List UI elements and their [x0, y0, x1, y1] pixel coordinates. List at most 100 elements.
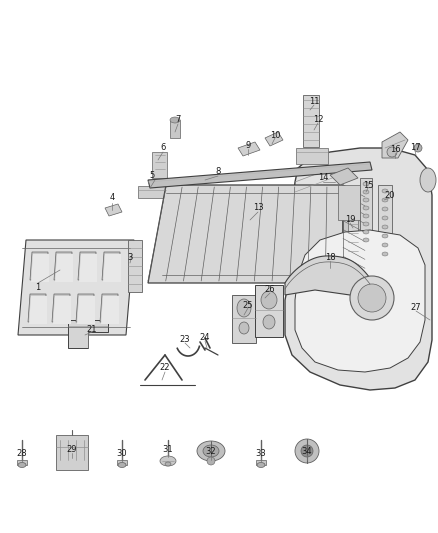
- Ellipse shape: [350, 276, 394, 320]
- Text: 6: 6: [160, 143, 166, 152]
- Ellipse shape: [382, 243, 388, 247]
- Ellipse shape: [363, 214, 369, 218]
- Text: 30: 30: [117, 449, 127, 458]
- Polygon shape: [101, 296, 119, 324]
- Ellipse shape: [363, 222, 369, 226]
- Text: 32: 32: [206, 448, 216, 456]
- Polygon shape: [30, 252, 48, 280]
- Ellipse shape: [257, 463, 265, 467]
- Ellipse shape: [160, 456, 176, 466]
- Text: 24: 24: [200, 334, 210, 343]
- Polygon shape: [29, 296, 47, 324]
- Ellipse shape: [382, 225, 388, 229]
- Polygon shape: [295, 230, 425, 372]
- Polygon shape: [55, 254, 73, 282]
- Ellipse shape: [301, 445, 313, 457]
- Bar: [338, 185, 360, 220]
- Polygon shape: [103, 254, 121, 282]
- Ellipse shape: [237, 299, 251, 317]
- Polygon shape: [265, 132, 283, 146]
- Ellipse shape: [239, 322, 249, 334]
- Bar: [348, 218, 358, 263]
- Ellipse shape: [197, 441, 225, 461]
- Polygon shape: [68, 320, 108, 348]
- Text: 15: 15: [363, 182, 373, 190]
- Text: 12: 12: [313, 116, 323, 125]
- Polygon shape: [18, 240, 134, 335]
- Text: 19: 19: [345, 215, 355, 224]
- Text: 13: 13: [253, 204, 263, 213]
- Ellipse shape: [18, 463, 26, 467]
- Polygon shape: [100, 294, 118, 322]
- Text: 29: 29: [67, 445, 77, 454]
- Polygon shape: [28, 294, 46, 322]
- Text: 4: 4: [110, 193, 115, 203]
- Text: 17: 17: [410, 143, 420, 152]
- Ellipse shape: [382, 216, 388, 220]
- Bar: [303, 95, 319, 147]
- Polygon shape: [79, 254, 97, 282]
- Ellipse shape: [358, 284, 386, 312]
- Bar: [17, 460, 27, 465]
- Polygon shape: [54, 252, 72, 280]
- Text: 7: 7: [175, 116, 181, 125]
- Polygon shape: [285, 148, 432, 390]
- Text: 22: 22: [160, 364, 170, 373]
- Bar: [232, 295, 256, 343]
- Polygon shape: [76, 294, 94, 322]
- Bar: [255, 285, 283, 337]
- Text: 26: 26: [265, 286, 276, 295]
- Ellipse shape: [207, 457, 215, 465]
- Text: 10: 10: [270, 131, 280, 140]
- Ellipse shape: [382, 207, 388, 211]
- Text: 31: 31: [162, 445, 173, 454]
- Polygon shape: [102, 252, 120, 280]
- Text: 14: 14: [318, 174, 328, 182]
- Ellipse shape: [382, 189, 388, 193]
- Text: 23: 23: [180, 335, 191, 344]
- Text: 16: 16: [390, 146, 400, 155]
- Text: 28: 28: [17, 449, 27, 458]
- Ellipse shape: [363, 206, 369, 210]
- Text: 20: 20: [385, 191, 395, 200]
- Bar: [378, 185, 392, 267]
- Text: 8: 8: [215, 167, 221, 176]
- Bar: [152, 152, 167, 178]
- Polygon shape: [343, 185, 365, 295]
- Ellipse shape: [170, 117, 180, 123]
- Bar: [170, 120, 180, 138]
- Ellipse shape: [363, 182, 369, 186]
- Ellipse shape: [363, 238, 369, 242]
- Ellipse shape: [382, 234, 388, 238]
- Polygon shape: [78, 252, 96, 280]
- Text: 18: 18: [325, 254, 336, 262]
- Text: 25: 25: [243, 301, 253, 310]
- Ellipse shape: [420, 168, 436, 192]
- Ellipse shape: [295, 439, 319, 463]
- Text: 3: 3: [127, 254, 133, 262]
- Text: 11: 11: [309, 98, 319, 107]
- Ellipse shape: [363, 198, 369, 202]
- Polygon shape: [53, 296, 71, 324]
- Text: 9: 9: [245, 141, 251, 149]
- Ellipse shape: [382, 252, 388, 256]
- Polygon shape: [285, 256, 375, 298]
- Ellipse shape: [414, 144, 422, 152]
- Bar: [256, 460, 266, 465]
- Bar: [360, 178, 372, 246]
- Ellipse shape: [165, 462, 171, 466]
- Ellipse shape: [261, 291, 277, 309]
- Ellipse shape: [382, 198, 388, 202]
- Text: 1: 1: [35, 284, 41, 293]
- Ellipse shape: [203, 445, 219, 457]
- Polygon shape: [330, 168, 358, 185]
- Text: 33: 33: [256, 449, 266, 458]
- Ellipse shape: [363, 230, 369, 234]
- Bar: [56, 435, 88, 470]
- Polygon shape: [31, 254, 49, 282]
- Ellipse shape: [363, 190, 369, 194]
- Polygon shape: [77, 296, 95, 324]
- Bar: [138, 186, 166, 198]
- Polygon shape: [382, 132, 408, 158]
- Polygon shape: [105, 204, 122, 216]
